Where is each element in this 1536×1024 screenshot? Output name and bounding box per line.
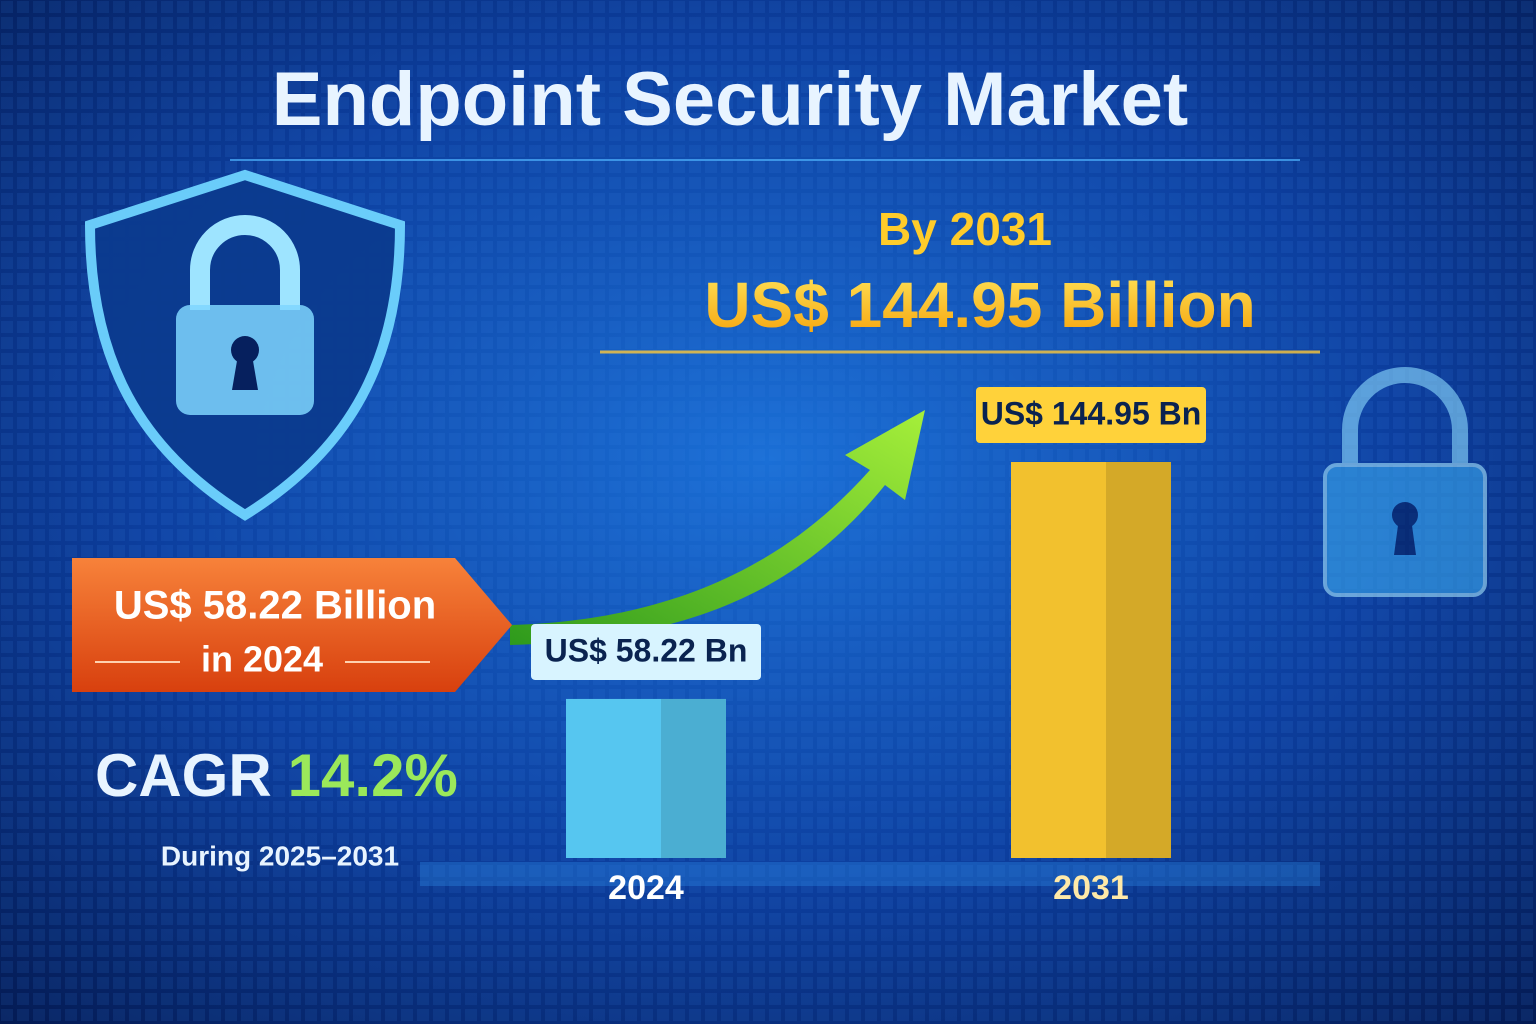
floor — [420, 862, 1320, 886]
cagr-value: 14.2% — [288, 742, 458, 809]
value-label-box — [976, 387, 1206, 443]
x-tick-label: 2024 — [608, 869, 684, 907]
shield-icon — [84, 169, 406, 521]
bar — [1011, 462, 1171, 858]
bar — [566, 698, 726, 858]
bar-shade — [1106, 462, 1171, 858]
cagr-word: CAGR — [95, 742, 272, 809]
value-label: US$ 144.95 Bn — [981, 395, 1202, 431]
cagr-label: CAGR 14.2% — [95, 742, 458, 809]
growth-arrow — [510, 410, 925, 645]
bar-shade — [661, 698, 726, 858]
headline-value: US$ 144.95 Billion — [704, 269, 1255, 341]
lock-icon — [1323, 367, 1487, 597]
banner-value: US$ 58.22 Billion — [114, 584, 436, 628]
value-label: US$ 58.22 Bn — [545, 632, 748, 668]
x-tick-label: 2031 — [1053, 869, 1129, 907]
value-label-box — [531, 623, 761, 680]
banner-year: in 2024 — [201, 639, 323, 680]
banner — [72, 558, 512, 692]
cagr-period: During 2025–2031 — [161, 840, 399, 871]
chart-title: Endpoint Security Market — [272, 57, 1188, 142]
headline-year: By 2031 — [878, 203, 1052, 255]
